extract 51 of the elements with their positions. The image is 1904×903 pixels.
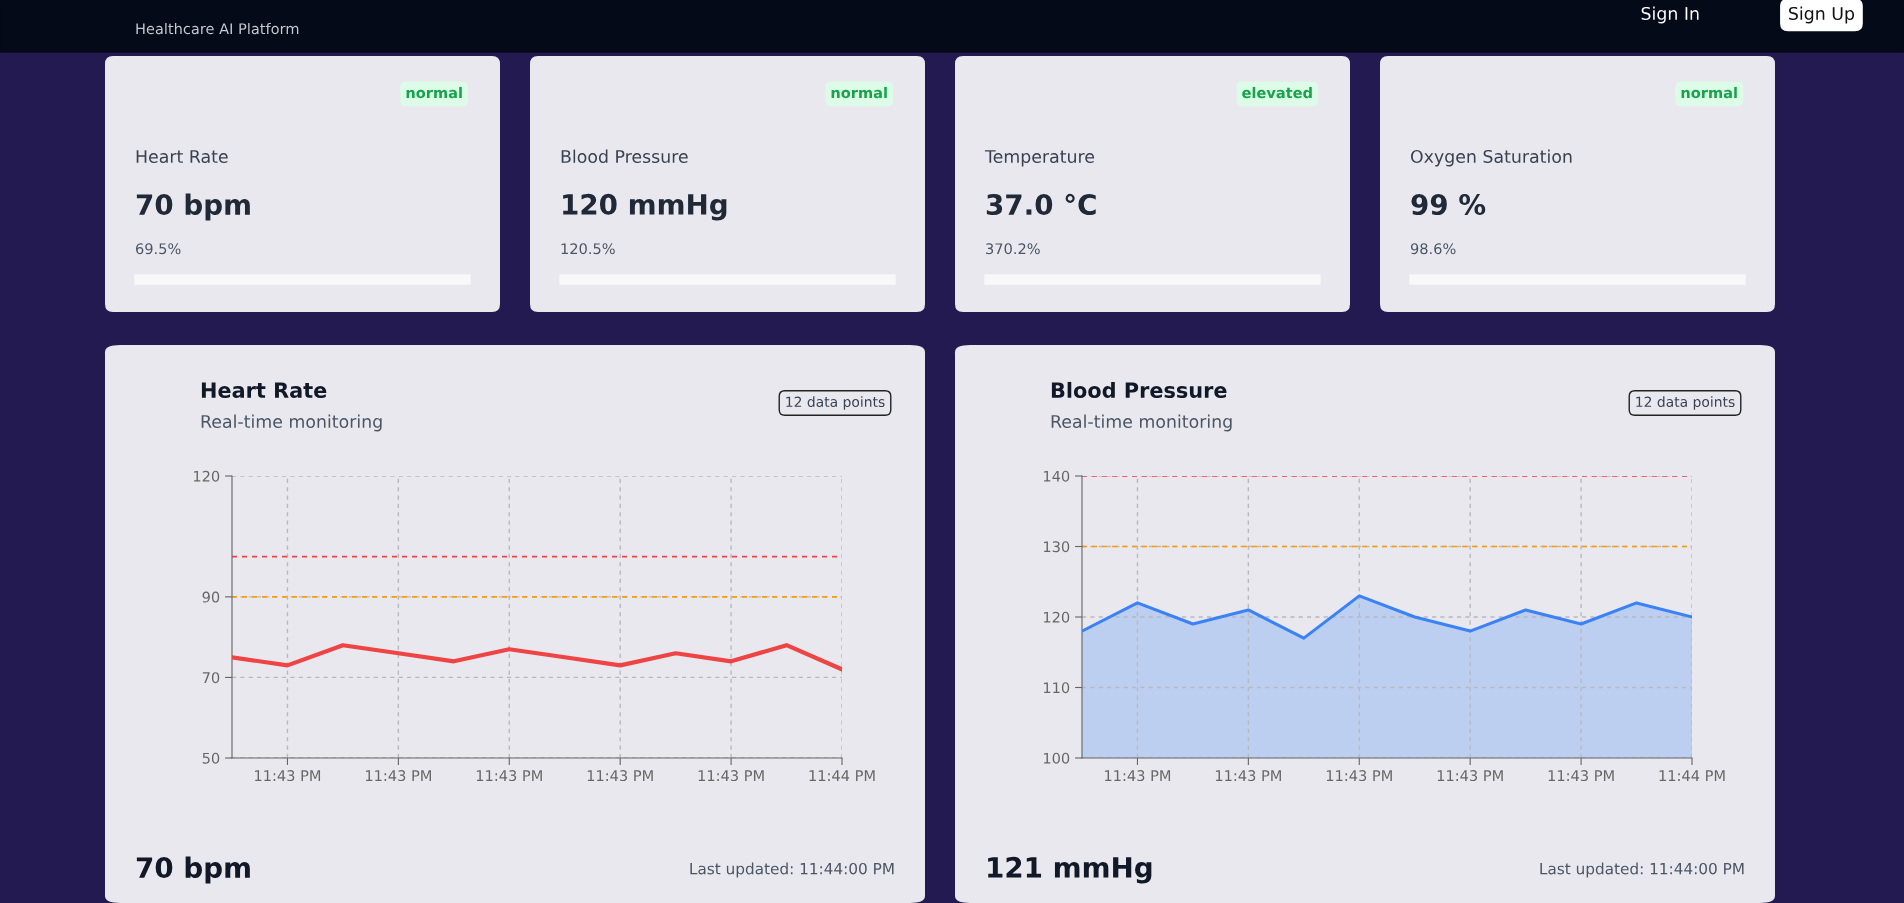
y-tick-label: 100 xyxy=(1043,752,1070,764)
y-tick-label: 140 xyxy=(1043,470,1070,482)
x-tick-label: 11:43 PM xyxy=(255,770,321,782)
text: 12 data points xyxy=(1636,396,1735,410)
text: Blood Pressure xyxy=(561,149,688,164)
y-tick-label: 70 xyxy=(202,672,220,684)
y-tick-label: 50 xyxy=(202,752,220,764)
x-tick-label: 11:43 PM xyxy=(476,770,542,782)
y-tick-label: 120 xyxy=(193,470,220,482)
text: 70 bpm xyxy=(136,856,250,884)
y-tick-label: 110 xyxy=(1043,682,1070,694)
x-tick-label: 11:44 PM xyxy=(809,770,875,781)
text: 70 bpm xyxy=(136,193,250,221)
x-tick-label: 11:43 PM xyxy=(1215,770,1281,782)
text: normal xyxy=(1681,86,1737,99)
x-tick-label: 11:43 PM xyxy=(587,770,653,782)
y-tick-label: 90 xyxy=(202,591,220,603)
text: Last updated: 11:44:00 PM xyxy=(690,862,894,878)
text: 120.5% xyxy=(561,243,615,255)
y-tick-label: 130 xyxy=(1043,541,1070,553)
text: elevated xyxy=(1242,86,1312,99)
chart-subtitle: Real-time monitoring xyxy=(201,414,382,432)
x-tick-label: 11:43 PM xyxy=(1105,770,1171,782)
text: 12 data points xyxy=(786,396,885,410)
chart-title: Blood Pressure xyxy=(1051,381,1227,399)
text: Sign Up xyxy=(1789,6,1855,24)
text: Last updated: 11:44:00 PM xyxy=(1540,862,1744,878)
text: 37.0 °C xyxy=(986,193,1096,216)
x-tick-label: 11:43 PM xyxy=(1326,770,1392,782)
x-tick-label: 11:43 PM xyxy=(1548,770,1614,782)
x-tick-label: 11:43 PM xyxy=(698,770,764,782)
chart-title: Heart Rate xyxy=(201,382,327,399)
text: normal xyxy=(831,86,887,99)
text: 121 mmHg xyxy=(988,856,1152,884)
text: Heart Rate xyxy=(136,150,228,164)
text: normal xyxy=(406,86,462,99)
y-tick-label: 120 xyxy=(1043,611,1070,623)
text: Healthcare AI Platform xyxy=(136,22,299,35)
text: 99 % xyxy=(1411,194,1486,216)
text: 69.5% xyxy=(136,243,181,255)
x-tick-label: 11:43 PM xyxy=(365,770,431,782)
text: 98.6% xyxy=(1410,243,1456,255)
line-series xyxy=(232,643,842,672)
text: Temperature xyxy=(984,150,1095,167)
x-tick-label: 11:44 PM xyxy=(1659,770,1725,781)
chart-subtitle: Real-time monitoring xyxy=(1051,414,1232,432)
text: Oxygen Saturation xyxy=(1410,149,1572,167)
text: Sign In xyxy=(1641,6,1699,24)
text: 370.2% xyxy=(986,243,1040,255)
x-tick-label: 11:43 PM xyxy=(1437,770,1503,782)
text: 120 mmHg xyxy=(563,193,727,221)
